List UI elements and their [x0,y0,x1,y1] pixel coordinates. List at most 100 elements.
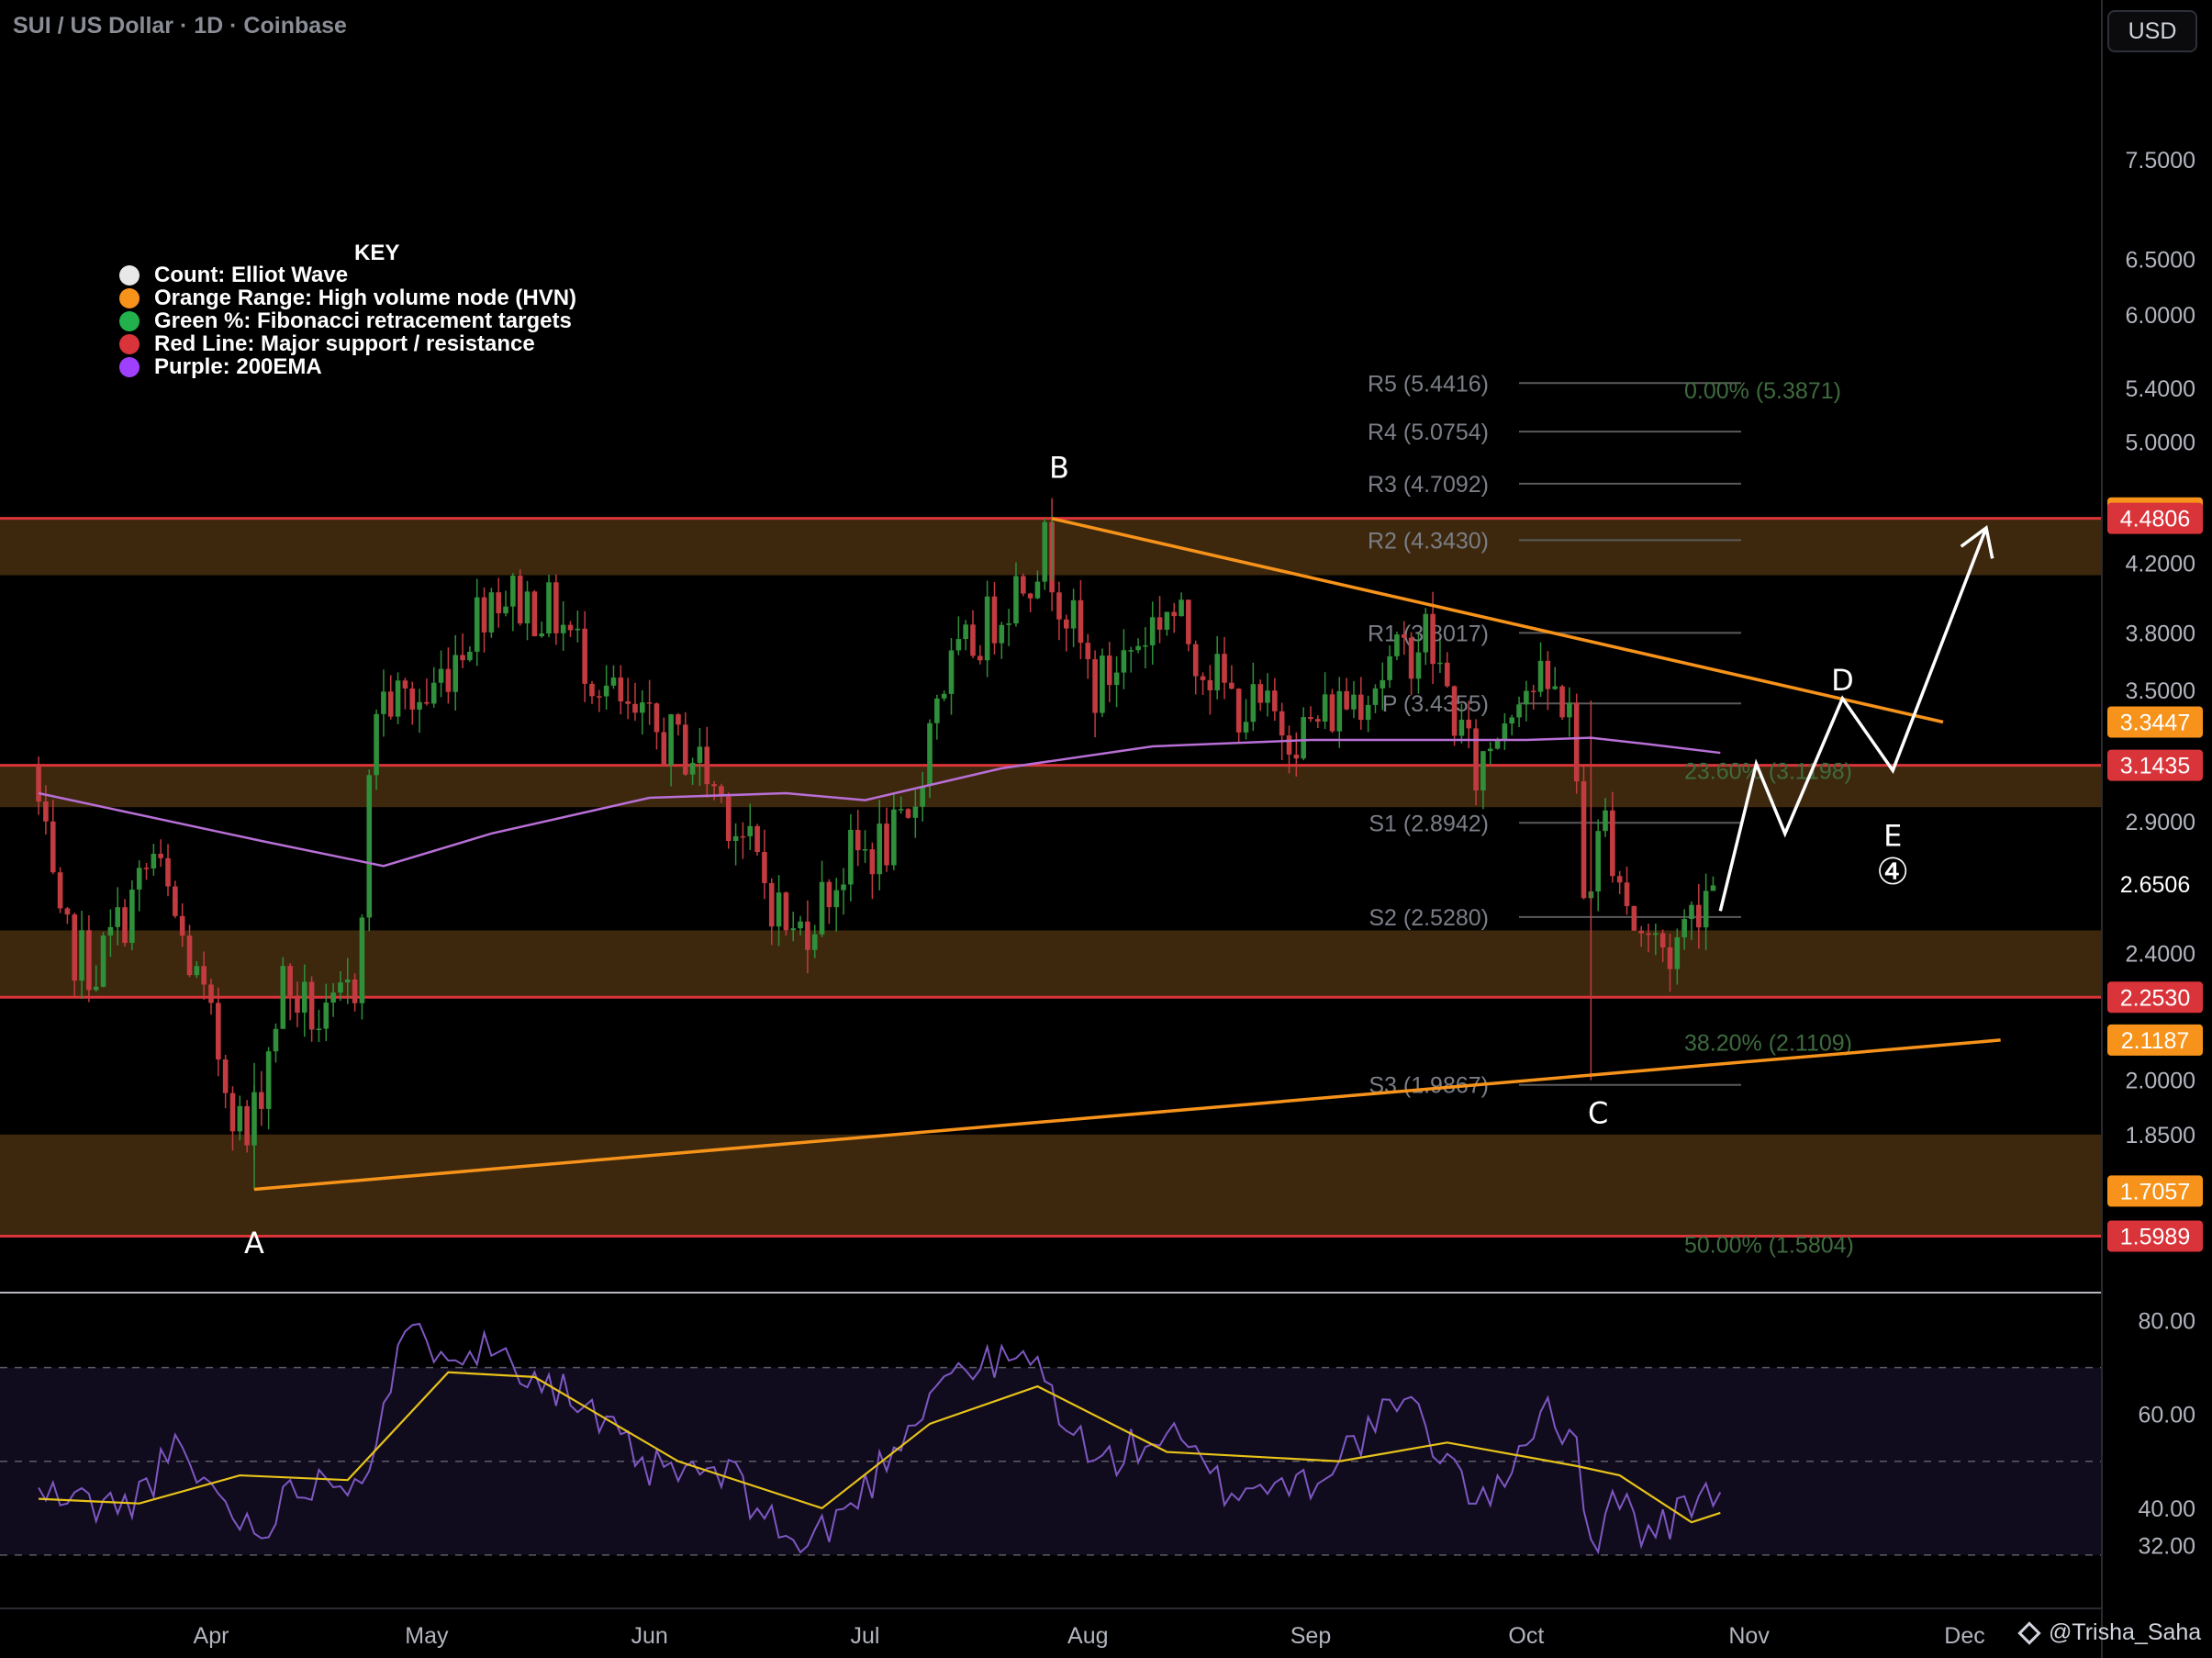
candle [100,935,106,987]
pivot-label: S1 (2.8942) [1369,811,1489,836]
candle [395,680,401,717]
price-axis-tick: 5.4000 [2126,376,2195,402]
candle [754,825,760,853]
fib-label: 0.00% (5.3871) [1684,378,1841,404]
candle [970,624,976,656]
candle [1257,684,1263,703]
candle [618,678,624,701]
candle [984,596,990,661]
candle [877,823,882,875]
candle [589,683,595,697]
pivot-label: R4 (5.0754) [1368,420,1489,445]
price-label-box [2107,502,2203,534]
candle [280,966,286,1029]
candle [1222,654,1227,683]
projection-arrowhead [1960,524,1994,559]
candle [719,786,724,797]
candle [747,825,754,837]
candle [1552,686,1558,689]
fib-label: 23.60% (3.1198) [1684,758,1852,784]
candle [1100,655,1105,713]
candle [417,701,422,710]
candle [582,628,587,684]
time-axis-tick: Oct [1508,1623,1544,1649]
candle [517,576,523,624]
candle [553,582,559,633]
candle [1286,735,1292,755]
candle [1243,722,1249,733]
candle [1423,613,1429,653]
projection-path [1718,527,1988,912]
candle [186,935,193,976]
candle [387,691,394,717]
price-axis-tick: 3.5000 [2126,678,2195,704]
price-label-box [2107,1220,2203,1252]
candle [366,775,373,918]
candle [1437,662,1443,665]
candle [1121,650,1127,673]
candle [783,892,789,931]
candle [898,809,904,811]
candle [841,884,846,891]
candle [891,809,897,866]
ema200-line [38,736,1721,868]
candle [1537,660,1544,692]
candle [941,693,947,699]
candle [1494,740,1501,749]
candle [1394,634,1400,656]
candle [805,921,810,950]
candle [1056,592,1062,620]
tradingview-logo-icon [2017,1620,2041,1645]
candle [1502,723,1508,741]
white-dot-icon [119,264,140,286]
candle [1164,611,1170,630]
candle [1207,679,1213,690]
candle [934,698,940,723]
candle [1603,810,1608,832]
price-axis-tick: 2.4000 [2126,941,2195,967]
wave-label: E [1883,818,1902,853]
candle [912,806,919,818]
price-axis-tick: 6.5000 [2126,247,2195,273]
hvn-zone [0,930,2102,999]
candle [1200,676,1206,680]
candle [136,868,142,890]
candle [560,624,566,633]
price-label: 2.2530 [2120,985,2190,1011]
candle [344,979,351,983]
candle [762,852,767,883]
wave-label: C [1588,1096,1608,1131]
candle [833,890,840,908]
candle [1408,637,1414,679]
candle [323,1003,330,1029]
trendline [253,1038,2001,1192]
candle [510,576,516,607]
currency-button[interactable]: USD [2107,10,2197,52]
candle [826,881,832,908]
candle [173,886,178,916]
candle [1358,694,1364,721]
candle [567,624,574,631]
candle [1179,599,1184,617]
candle [445,668,452,692]
fib-label: 50.00% (1.5804) [1684,1232,1854,1258]
candle [668,714,674,766]
candle [1595,831,1601,892]
candle [1229,682,1234,689]
key-item: Orange Range: High volume node (HVN) [119,286,576,309]
price-axis-tick: 4.2000 [2126,552,2195,577]
candle [359,917,365,1003]
candle [287,966,293,996]
time-axis-tick: May [405,1623,449,1649]
candle [575,628,581,631]
candle [884,823,889,866]
candle [1329,694,1335,732]
candle [1070,599,1077,629]
pivot-label: R5 (5.4416) [1368,371,1489,397]
candle [768,882,775,927]
candle [430,682,437,704]
candle [1171,611,1178,617]
key-item-label: Orange Range: High volume node (HVN) [154,286,577,310]
candle [201,966,207,985]
